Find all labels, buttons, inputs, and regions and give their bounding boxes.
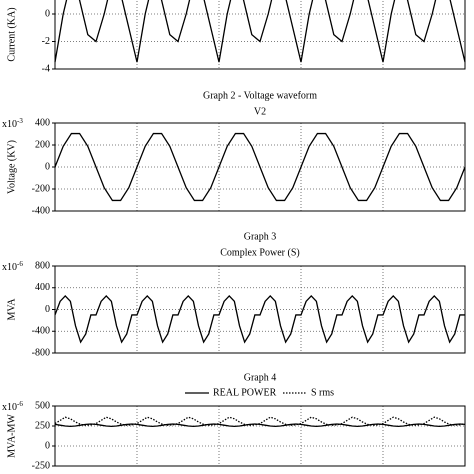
multiplier: x10-6 (2, 260, 23, 274)
y-tick-label: 500 (35, 400, 50, 411)
legend-label: REAL POWER (213, 387, 277, 398)
y-tick-label: 0 (45, 440, 50, 451)
y-axis-label: MVA-MW (6, 414, 17, 458)
multiplier: x10-6 (2, 400, 23, 414)
y-axis-label: MVA (6, 298, 17, 321)
plot-frame (54, 122, 466, 212)
series-line (54, 294, 465, 344)
multiplier-base: x10 (2, 262, 17, 273)
y-tick-label: -200 (32, 183, 50, 194)
y-tick-label: 800 (35, 260, 50, 271)
multiplier-exponent: -3 (17, 117, 23, 125)
y-tick-label: -4 (42, 63, 50, 74)
multiplier: x10-3 (2, 117, 23, 131)
chart-title: Graph 3 (244, 231, 277, 242)
series-line (54, 132, 466, 202)
chart-title: Graph 4 (244, 372, 277, 383)
y-tick-label: 400 (35, 117, 50, 128)
y-tick-label: -800 (32, 347, 50, 358)
y-tick-label: 250 (35, 420, 50, 431)
series-line (54, 416, 466, 426)
y-tick-label: -2 (42, 36, 50, 47)
multiplier-base: x10 (2, 119, 17, 130)
y-tick-label: -250 (32, 460, 50, 471)
y-tick-label: 0 (45, 8, 50, 19)
multiplier-exponent: -6 (17, 400, 23, 408)
series-line (54, 0, 466, 63)
y-tick-label: 200 (35, 139, 50, 150)
plot-frame (54, 265, 466, 354)
multiplier-exponent: -6 (17, 260, 23, 268)
chart-title: Graph 2 - Voltage waveform (203, 90, 317, 101)
y-axis-label: Voltage (KV) (6, 140, 17, 194)
y-tick-label: -400 (32, 205, 50, 216)
chart-subtitle: Complex Power (S) (220, 247, 299, 258)
y-axis-label: Current (KA) (6, 7, 17, 61)
legend-label: S rms (311, 387, 334, 398)
y-tick-label: 400 (35, 282, 50, 293)
y-tick-label: 0 (45, 161, 50, 172)
plot-frame (54, 0, 466, 70)
plot-frame (54, 405, 466, 467)
y-tick-label: 0 (45, 304, 50, 315)
multiplier-base: x10 (2, 402, 17, 413)
y-tick-label: -400 (32, 326, 50, 337)
chart-subtitle: V2 (254, 106, 266, 117)
